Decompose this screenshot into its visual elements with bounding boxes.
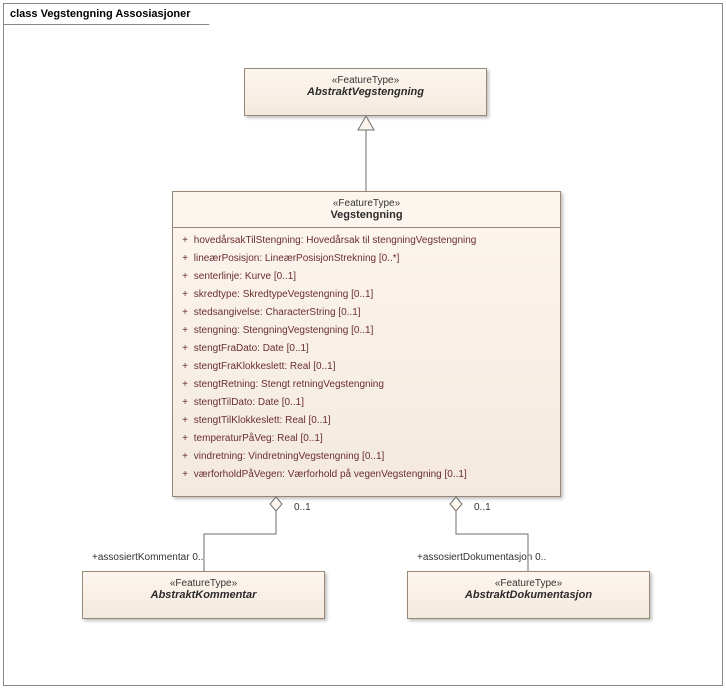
attribute-text: stedsangivelse: CharacterString [0..1] [191, 307, 361, 318]
visibility-plus: + [179, 268, 191, 286]
attribute-row: + vindretning: VindretningVegstengning [… [179, 448, 554, 466]
visibility-plus: + [179, 322, 191, 340]
attribute-compartment: + hovedårsakTilStengning: Hovedårsak til… [173, 228, 560, 490]
class-abstrakt-kommentar: «FeatureType» AbstraktKommentar [82, 571, 325, 619]
attribute-text: stengtFraKlokkeslett: Real [0..1] [191, 361, 336, 372]
stereotype-label: «FeatureType» [87, 578, 320, 589]
role-left: +assosiertKommentar 0.. [92, 552, 203, 563]
multiplicity-near-left: 0..1 [294, 502, 311, 513]
attribute-row: + skredtype: SkredtypeVegstengning [0..1… [179, 286, 554, 304]
attribute-row: + temperaturPåVeg: Real [0..1] [179, 430, 554, 448]
multiplicity-near-right: 0..1 [474, 502, 491, 513]
attribute-row: + værforholdPåVegen: Værforhold på vegen… [179, 466, 554, 484]
attribute-row: + stedsangivelse: CharacterString [0..1] [179, 304, 554, 322]
attribute-row: + stengtRetning: Stengt retningVegstengn… [179, 376, 554, 394]
attribute-row: + stengtFraKlokkeslett: Real [0..1] [179, 358, 554, 376]
attribute-row: + stengning: StengningVegstengning [0..1… [179, 322, 554, 340]
attribute-text: senterlinje: Kurve [0..1] [191, 271, 296, 282]
stereotype-label: «FeatureType» [177, 198, 556, 209]
attribute-text: stengtTilKlokkeslett: Real [0..1] [191, 415, 331, 426]
visibility-plus: + [179, 448, 191, 466]
attribute-row: + stengtTilKlokkeslett: Real [0..1] [179, 412, 554, 430]
visibility-plus: + [179, 250, 191, 268]
frame-title: class Vegstengning Assosiasjoner [4, 4, 210, 25]
visibility-plus: + [179, 430, 191, 448]
visibility-plus: + [179, 412, 191, 430]
attribute-text: stengning: StengningVegstengning [0..1] [191, 325, 373, 336]
visibility-plus: + [179, 304, 191, 322]
stereotype-label: «FeatureType» [249, 75, 482, 86]
class-name: AbstraktVegstengning [249, 86, 482, 98]
attribute-text: temperaturPåVeg: Real [0..1] [191, 433, 323, 444]
diagram-frame: class Vegstengning Assosiasjoner «Featur… [3, 3, 723, 686]
attribute-text: værforholdPåVegen: Værforhold på vegenVe… [191, 469, 467, 480]
attribute-row: + stengtFraDato: Date [0..1] [179, 340, 554, 358]
visibility-plus: + [179, 466, 191, 484]
attribute-text: lineærPosisjon: LineærPosisjonStrekning … [191, 253, 399, 264]
attribute-text: vindretning: VindretningVegstengning [0.… [191, 451, 384, 462]
attribute-text: stengtFraDato: Date [0..1] [191, 343, 309, 354]
attribute-text: stengtTilDato: Date [0..1] [191, 397, 304, 408]
visibility-plus: + [179, 286, 191, 304]
attribute-text: skredtype: SkredtypeVegstengning [0..1] [191, 289, 373, 300]
visibility-plus: + [179, 376, 191, 394]
role-right: +assosiertDokumentasjon 0.. [417, 552, 546, 563]
attribute-row: + senterlinje: Kurve [0..1] [179, 268, 554, 286]
attribute-row: + hovedårsakTilStengning: Hovedårsak til… [179, 232, 554, 250]
visibility-plus: + [179, 394, 191, 412]
class-name: Vegstengning [177, 209, 556, 221]
attribute-row: + stengtTilDato: Date [0..1] [179, 394, 554, 412]
visibility-plus: + [179, 358, 191, 376]
visibility-plus: + [179, 232, 191, 250]
class-abstrakt-vegstengning: «FeatureType» AbstraktVegstengning [244, 68, 487, 116]
attribute-text: hovedårsakTilStengning: Hovedårsak til s… [191, 235, 476, 246]
class-abstrakt-dokumentasjon: «FeatureType» AbstraktDokumentasjon [407, 571, 650, 619]
class-name: AbstraktKommentar [87, 589, 320, 601]
class-vegstengning: «FeatureType» Vegstengning + hovedårsakT… [172, 191, 561, 497]
class-name: AbstraktDokumentasjon [412, 589, 645, 601]
stereotype-label: «FeatureType» [412, 578, 645, 589]
attribute-text: stengtRetning: Stengt retningVegstengnin… [191, 379, 384, 390]
attribute-row: + lineærPosisjon: LineærPosisjonStreknin… [179, 250, 554, 268]
visibility-plus: + [179, 340, 191, 358]
